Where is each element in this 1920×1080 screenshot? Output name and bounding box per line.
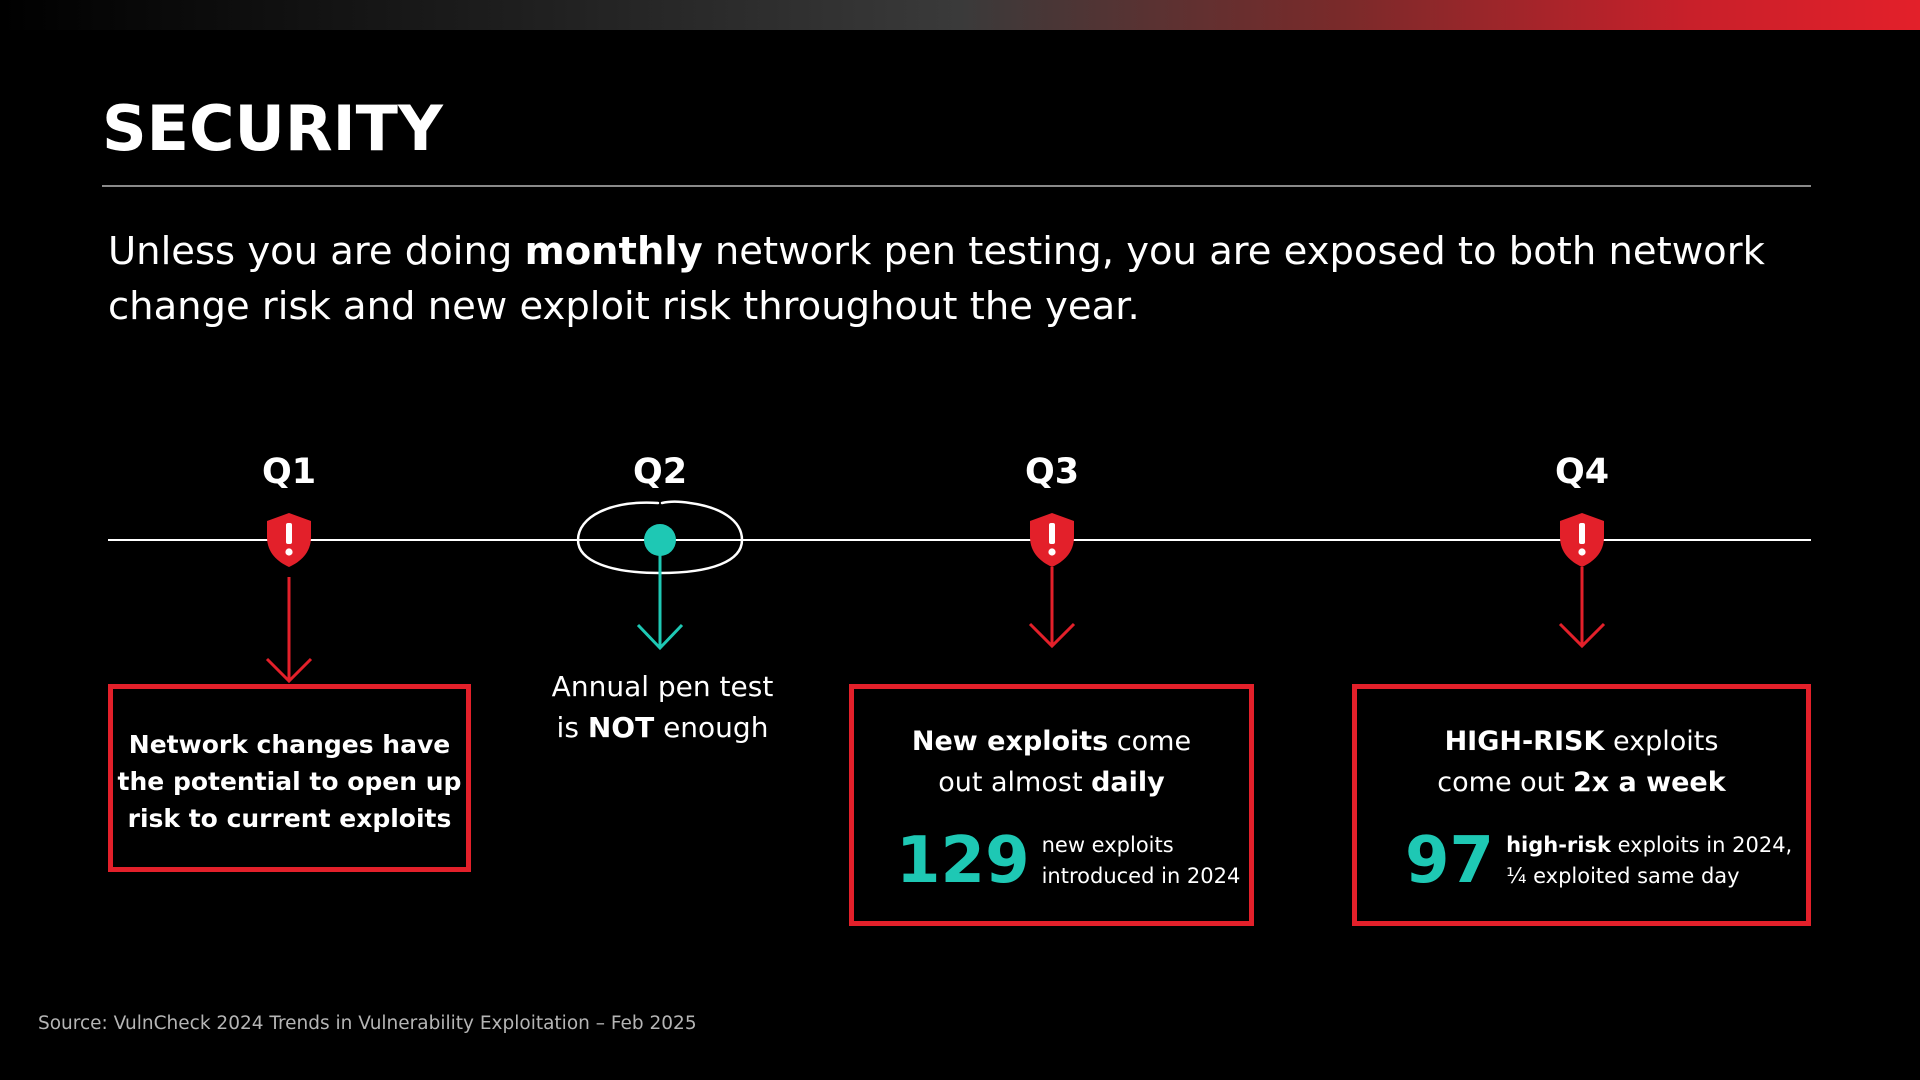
q2-caption-line2: is NOT enough [520,707,805,748]
timeline-line [108,539,1811,541]
q4-box-text: HIGH-RISK exploits come out 2x a week [1357,721,1806,803]
alert-shield-icon [264,511,314,569]
q3-bold1: New exploits [911,726,1109,757]
q1-down-arrow [265,577,313,684]
q4-stat-bold: high-risk [1506,833,1611,857]
q1-box-text: Network changes have the potential to op… [113,726,466,837]
q3-line2: out almost daily [854,762,1249,803]
q3-stat-desc: new exploits introduced in 2024 [1042,830,1241,892]
alert-shield-icon [1557,511,1607,569]
q4-stat-number: 97 [1405,824,1495,898]
q1-line3: risk to current exploits [127,804,452,833]
q4-line1: HIGH-RISK exploits [1357,721,1806,762]
q4-stat-desc: high-risk exploits in 2024, ¼ exploited … [1506,830,1792,892]
intro-text: Unless you are doing monthly network pen… [108,224,1808,334]
intro-bold: monthly [524,229,703,274]
intro-part2: network pen testing, you are exposed to … [108,229,1765,329]
q3-stat-number: 129 [896,824,1030,898]
q2-caption-bold: NOT [587,711,655,744]
q3-text2: out almost [938,767,1092,798]
q3-label: Q3 [1024,452,1080,492]
teal-dot-icon [644,524,676,556]
q4-text2: come out [1437,767,1573,798]
q3-box: New exploits come out almost daily 129 n… [849,684,1254,926]
q4-stat-line1: high-risk exploits in 2024, [1506,830,1792,861]
q4-stat-line1-rest: exploits in 2024, [1610,833,1793,857]
q2-caption-pre: is [556,711,588,744]
q2-marker [576,500,744,651]
q2-caption-post: enough [654,711,769,744]
title-divider [102,185,1811,187]
q2-caption: Annual pen test is NOT enough [520,666,805,748]
q4-stat: 97 high-risk exploits in 2024, ¼ exploit… [1405,829,1792,893]
q4-bold1: HIGH-RISK [1444,726,1605,757]
page-title: SECURITY [102,92,443,165]
q3-text1: come [1108,726,1192,757]
q3-stat-line1: new exploits [1041,833,1174,857]
source-citation: Source: VulnCheck 2024 Trends in Vulnera… [38,1013,697,1034]
q4-stat-line2: ¼ exploited same day [1506,864,1740,888]
q3-box-text: New exploits come out almost daily [854,721,1249,803]
q4-label: Q4 [1554,452,1610,492]
q3-stat-line2: introduced in 2024 [1041,864,1241,888]
q4-down-arrow [1558,567,1606,649]
alert-shield-icon [1027,511,1077,569]
q4-text1: exploits [1604,726,1719,757]
q3-line1: New exploits come [854,721,1249,762]
top-gradient-bar [0,0,1920,30]
q3-stat: 129 new exploits introduced in 2024 [896,829,1240,893]
q4-bold2: 2x a week [1572,767,1726,798]
q1-line1: Network changes have [128,730,451,759]
q4-line2: come out 2x a week [1357,762,1806,803]
q1-box: Network changes have the potential to op… [108,684,471,872]
q1-line2: the potential to open up [117,767,462,796]
q2-label: Q2 [632,452,688,492]
q4-box: HIGH-RISK exploits come out 2x a week 97… [1352,684,1811,926]
q2-caption-line1: Annual pen test [551,670,774,703]
q3-down-arrow [1028,567,1076,649]
q1-label: Q1 [261,452,317,492]
q3-bold2: daily [1091,767,1165,798]
intro-part1: Unless you are doing [108,229,525,274]
